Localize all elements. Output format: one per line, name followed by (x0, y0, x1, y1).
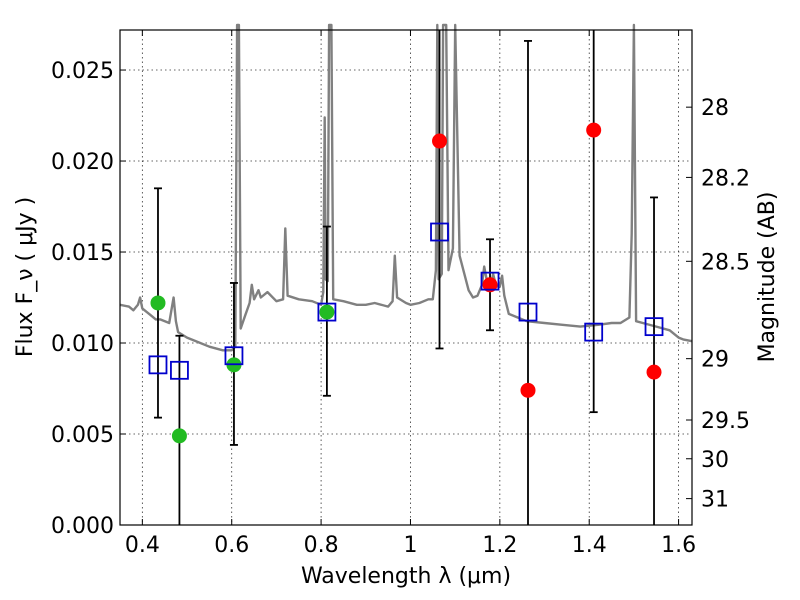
model-points-marker (584, 322, 604, 342)
red-points-marker (432, 133, 448, 149)
model-points-marker (480, 271, 500, 291)
red-points-marker (520, 382, 536, 398)
x-tick-label: 1 (403, 533, 417, 558)
plot-background (120, 30, 692, 525)
model-points-marker (644, 317, 664, 337)
y2-tick-label: 30 (701, 448, 729, 473)
model-points-marker (317, 302, 337, 322)
red-points-marker (586, 122, 602, 138)
plot-frame (119, 29, 693, 526)
model-points-marker (224, 346, 244, 366)
green-points-marker (171, 428, 187, 444)
y-tick-label: 0.020 (51, 150, 114, 175)
x-tick-label: 1.2 (482, 533, 517, 558)
model-points-marker (518, 302, 538, 322)
y2-tick-label: 28.2 (701, 166, 750, 191)
red-points-marker (482, 277, 498, 293)
y-tick-label: 0.010 (51, 332, 114, 357)
y-axis-label: Flux F_ν ( μJy ) (13, 197, 38, 357)
y2-tick-label: 29.5 (701, 409, 750, 434)
y2-tick-label: 28.5 (701, 250, 750, 275)
x-tick-label: 0.4 (125, 533, 160, 558)
y-tick-label: 0.025 (51, 59, 114, 84)
y-tick-label: 0.005 (51, 423, 114, 448)
model-points-marker (148, 355, 168, 375)
model-points-marker (170, 360, 189, 380)
y2-tick-label: 29 (701, 348, 729, 373)
marker-layer (148, 122, 664, 444)
x-tick-label: 1.4 (572, 533, 607, 558)
x-tick-label: 1.6 (661, 533, 696, 558)
green-points-marker (150, 295, 166, 311)
x-axis-label: Wavelength λ (μm) (301, 564, 511, 589)
green-points-marker (319, 304, 335, 320)
y2-tick-label: 28 (701, 96, 729, 121)
x-tick-label: 0.8 (304, 533, 339, 558)
y2-tick-label: 31 (701, 488, 729, 513)
model-points-marker (430, 222, 449, 242)
x-tick-label: 0.6 (214, 533, 249, 558)
y2-axis-label: Magnitude (AB) (755, 192, 780, 363)
grid (120, 30, 692, 525)
y-tick-label: 0.015 (51, 241, 114, 266)
y-tick-label: 0.000 (51, 514, 114, 539)
red-points-marker (646, 364, 662, 380)
tick-layer: 0.4 0.6 0.8 1 1.2 1.4 1.6 0.000 0.005 0.010 0.015 0… (51, 30, 750, 558)
